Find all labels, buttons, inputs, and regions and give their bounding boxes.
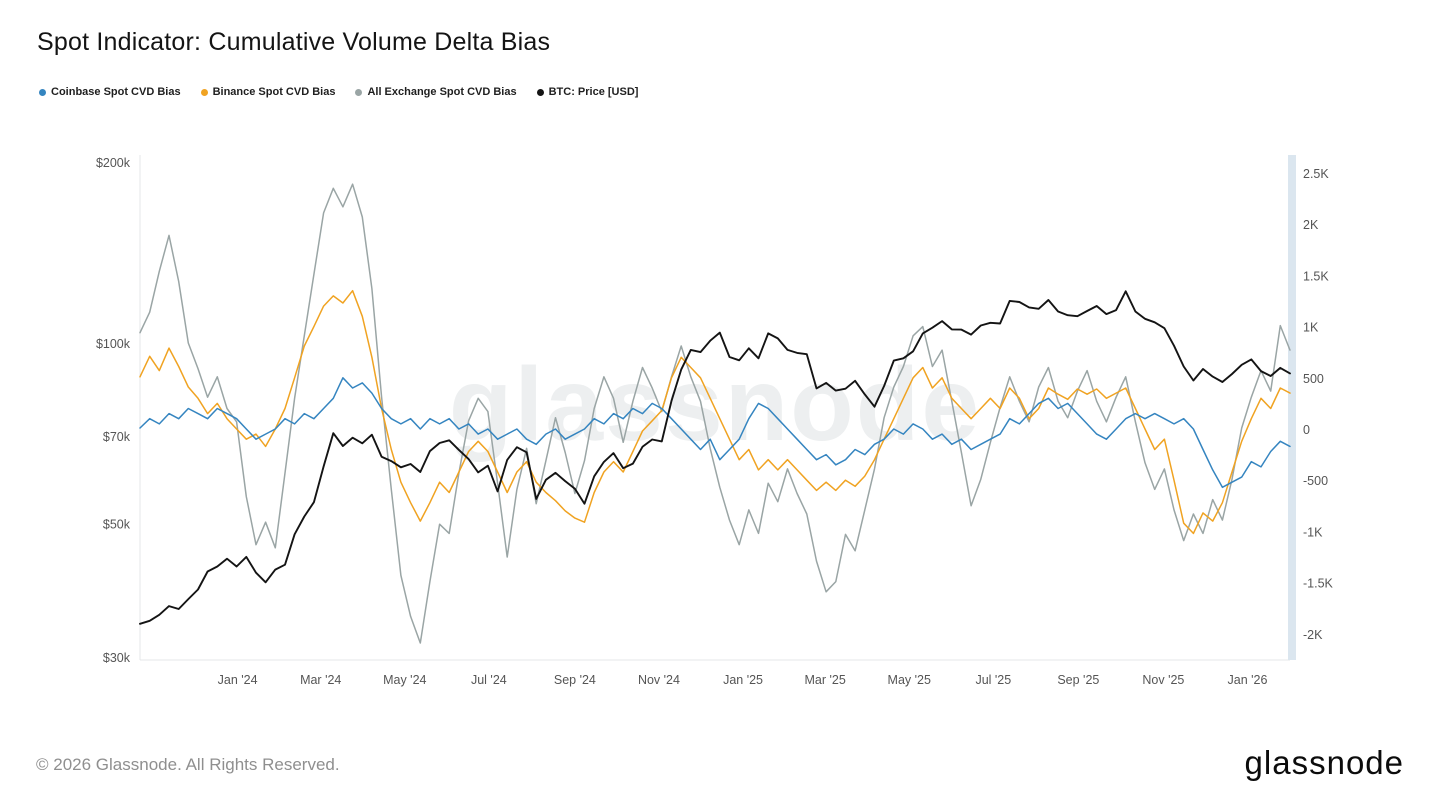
y-left-tick-label: $100k bbox=[96, 337, 131, 351]
legend-label: Coinbase Spot CVD Bias bbox=[51, 86, 181, 98]
y-right-tick-label: 2K bbox=[1303, 218, 1319, 232]
x-tick-label: Jan '26 bbox=[1228, 673, 1268, 687]
y-right-tick-label: 500 bbox=[1303, 372, 1324, 386]
y-left-tick-label: $200k bbox=[96, 156, 131, 170]
legend-item[interactable]: Binance Spot CVD Bias bbox=[200, 86, 336, 98]
glassnode-logo: glassnode bbox=[1244, 744, 1404, 781]
y-right-tick-label: -2K bbox=[1303, 628, 1323, 642]
legend-label: All Exchange Spot CVD Bias bbox=[367, 86, 517, 98]
x-tick-label: Nov '25 bbox=[1142, 673, 1184, 687]
series-line-all-exchange-spot-cvd-bias bbox=[139, 183, 1291, 644]
legend-dot-icon bbox=[200, 88, 208, 96]
series-line-binance-spot-cvd-bias bbox=[139, 289, 1291, 535]
y-right-tick-label: 1K bbox=[1303, 321, 1319, 335]
y-right-tick-label: 1.5K bbox=[1303, 269, 1329, 283]
legend-dot-icon bbox=[39, 88, 46, 96]
legend-item[interactable]: All Exchange Spot CVD Bias bbox=[355, 86, 517, 98]
y-left-tick-label: $50k bbox=[103, 518, 131, 532]
y-left-tick-label: $70k bbox=[103, 430, 131, 444]
x-tick-label: Jul '24 bbox=[471, 673, 507, 687]
y-right-tick-label: -500 bbox=[1303, 474, 1328, 488]
y-axis-right-strip bbox=[1288, 155, 1296, 660]
y-right-tick-label: 0 bbox=[1303, 423, 1310, 437]
y-right-tick-label: -1.5K bbox=[1303, 577, 1334, 591]
legend-label: Binance Spot CVD Bias bbox=[212, 86, 336, 98]
legend-item[interactable]: BTC: Price [USD] bbox=[536, 86, 639, 98]
legend-dot-icon bbox=[536, 88, 544, 96]
x-tick-label: May '24 bbox=[383, 673, 426, 687]
series-line-btc-price-usd- bbox=[139, 290, 1291, 625]
y-left-tick-label: $30k bbox=[103, 651, 131, 665]
legend-label: BTC: Price [USD] bbox=[548, 86, 639, 98]
x-tick-label: Jul '25 bbox=[975, 673, 1011, 687]
x-tick-label: May '25 bbox=[888, 673, 931, 687]
y-right-tick-label: -1K bbox=[1303, 525, 1323, 539]
legend: Coinbase Spot CVD Bias Binance Spot CVD B… bbox=[39, 86, 638, 98]
page-title: Spot Indicator: Cumulative Volume Delta … bbox=[37, 28, 551, 56]
x-tick-label: Mar '24 bbox=[300, 673, 341, 687]
x-tick-label: Nov '24 bbox=[638, 673, 680, 687]
x-tick-label: Jan '25 bbox=[723, 673, 763, 687]
x-tick-label: Sep '24 bbox=[554, 673, 596, 687]
legend-dot-icon bbox=[355, 88, 363, 96]
x-tick-label: Mar '25 bbox=[805, 673, 846, 687]
series-line-coinbase-spot-cvd-bias bbox=[139, 377, 1291, 489]
x-tick-label: Jan '24 bbox=[218, 673, 258, 687]
y-right-tick-label: 2.5K bbox=[1303, 167, 1329, 181]
x-tick-label: Sep '25 bbox=[1057, 673, 1099, 687]
legend-item[interactable]: Coinbase Spot CVD Bias bbox=[39, 86, 181, 98]
copyright-text: © 2026 Glassnode. All Rights Reserved. bbox=[36, 755, 340, 774]
